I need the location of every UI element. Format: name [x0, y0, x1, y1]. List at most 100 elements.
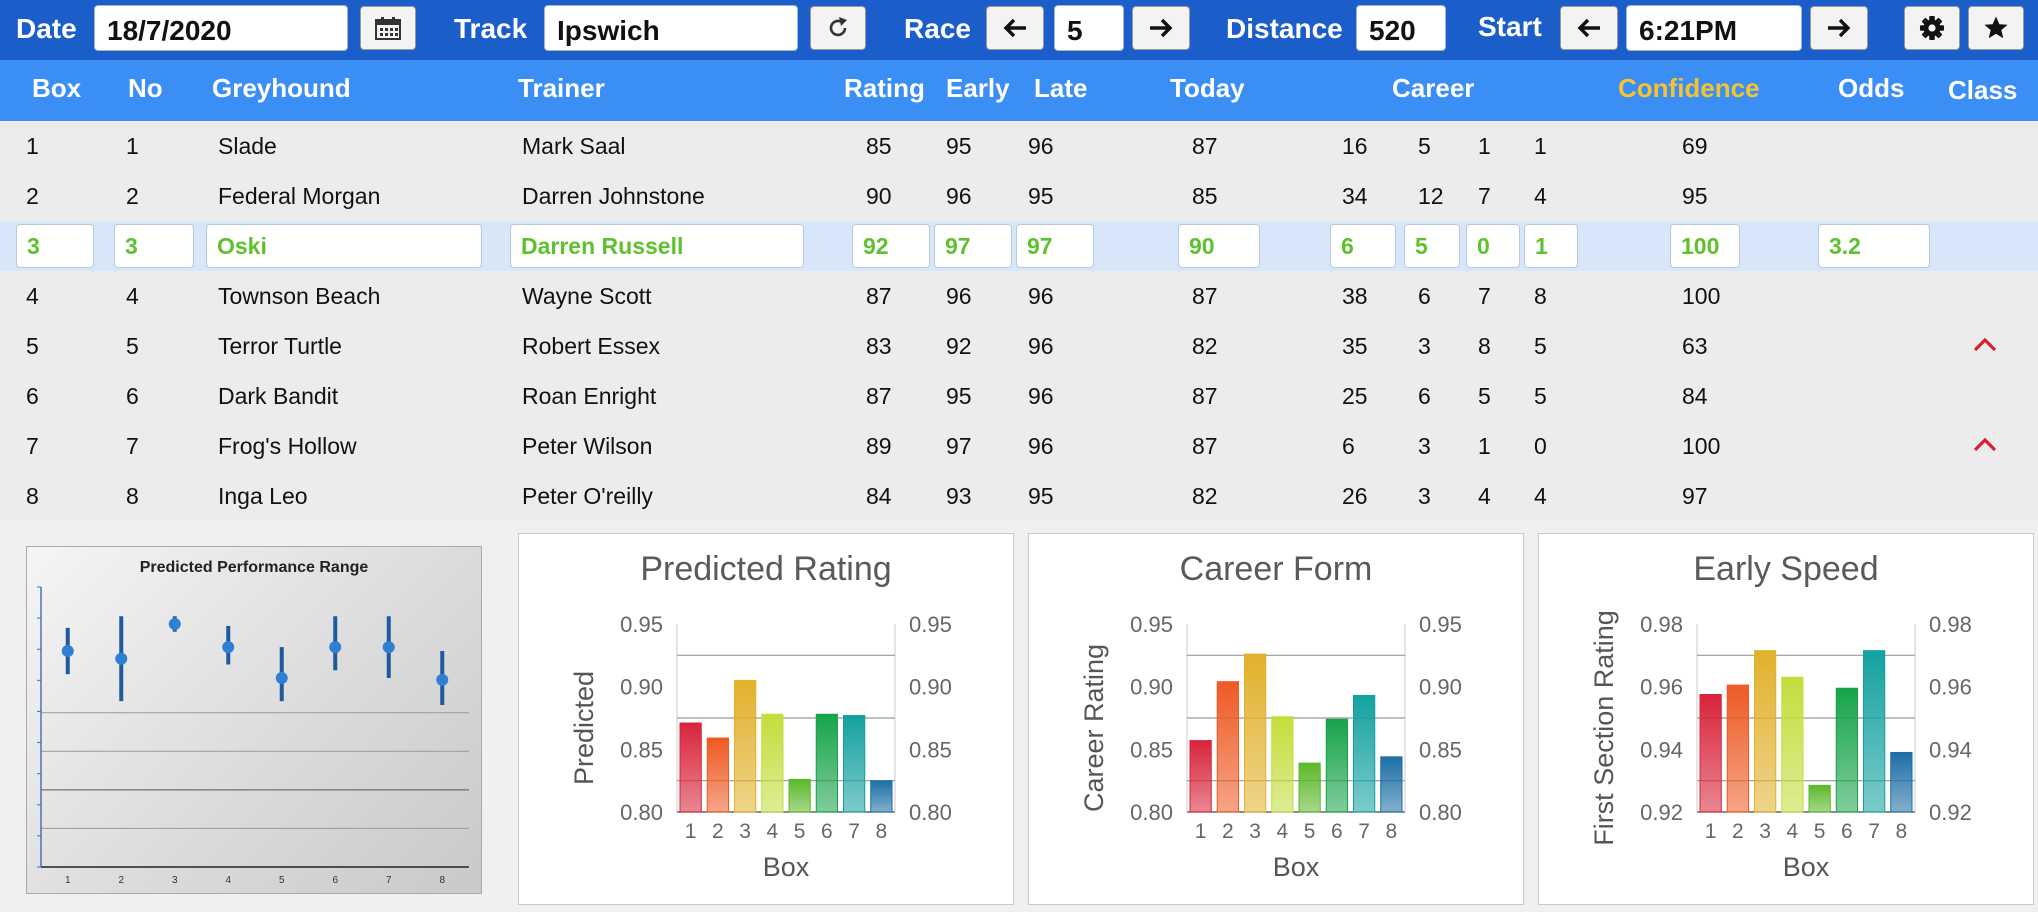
arrow-left-icon: [1003, 18, 1026, 38]
bar-box-1: [1189, 740, 1212, 813]
start-time-input[interactable]: 6:21PM: [1626, 5, 1802, 51]
cell-career-starts: 25: [1342, 383, 1368, 409]
bar-box-6: [1325, 718, 1349, 813]
range-point-box-4: [222, 641, 235, 654]
table-row[interactable]: 8 8 Inga Leo Peter O'reilly 84 93 95 82 26 3 4 4 97: [0, 471, 2038, 521]
favorite-button[interactable]: [1968, 6, 2024, 50]
x-tick-label: 2: [118, 875, 124, 886]
cell-trainer: Peter Wilson: [522, 433, 653, 459]
header-early[interactable]: Early: [946, 73, 1010, 103]
cell-late: 95: [1028, 183, 1054, 209]
cell-box[interactable]: 3: [16, 224, 94, 268]
race-prev-button[interactable]: [986, 6, 1044, 50]
arrow-left-icon: [1577, 18, 1600, 38]
bar-box-3: [1753, 650, 1777, 813]
table-row[interactable]: 7 7 Frog's Hollow Peter Wilson 89 97 96 87 6 3 1 0 1…: [0, 421, 2038, 471]
header-rating[interactable]: Rating: [844, 73, 925, 103]
cell-box: 8: [26, 483, 39, 509]
start-prev-button[interactable]: [1560, 6, 1618, 50]
calendar-button[interactable]: [360, 6, 416, 50]
cell-early: 95: [946, 383, 972, 409]
cell-career-thirds: 1: [1534, 133, 1547, 159]
table-row[interactable]: 1 1 Slade Mark Saal 85 95 96 87 16 5 1 1 69: [0, 121, 2038, 171]
header-greyhound[interactable]: Greyhound: [212, 73, 351, 103]
cell-career-wins[interactable]: 5: [1404, 224, 1460, 268]
header-late[interactable]: Late: [1034, 73, 1088, 103]
y-tick-label-right: 0.85: [909, 737, 952, 762]
cell-career-starts: 34: [1342, 183, 1368, 209]
table-header: Box No Greyhound Trainer Rating Early La…: [0, 60, 2038, 121]
range-point-box-8: [436, 673, 449, 686]
header-confidence[interactable]: Confidence: [1618, 73, 1760, 103]
cell-late: 96: [1028, 283, 1054, 309]
cell-confidence: 69: [1682, 133, 1708, 159]
cell-rating[interactable]: 92: [852, 224, 930, 268]
cell-trainer: Robert Essex: [522, 333, 661, 359]
cell-greyhound[interactable]: Oski: [206, 224, 482, 268]
y-tick-label-right: 0.95: [1419, 612, 1462, 637]
cell-box: 5: [26, 333, 39, 359]
y-tick-label: 0.96: [1640, 675, 1683, 700]
y-tick-label-right: 0.92: [1929, 800, 1972, 825]
cell-career-thirds: 5: [1534, 383, 1547, 409]
cell-no: 7: [126, 433, 139, 459]
cell-rating: 89: [866, 433, 892, 459]
settings-button[interactable]: [1904, 6, 1960, 50]
bar-box-3: [733, 679, 757, 813]
header-trainer[interactable]: Trainer: [518, 73, 605, 103]
race-next-button[interactable]: [1132, 6, 1190, 50]
x-tick-label: 1: [1705, 820, 1717, 843]
distance-input[interactable]: 520: [1356, 5, 1446, 51]
chart-title: Predicted Performance Range: [139, 559, 369, 576]
cell-late[interactable]: 97: [1016, 224, 1094, 268]
table-row[interactable]: 5 5 Terror Turtle Robert Essex 83 92 96 82 35 3 8 5…: [0, 321, 2038, 371]
x-tick-label: 3: [1249, 820, 1261, 843]
cell-rating: 85: [866, 133, 892, 159]
performance-range-chart: Predicted Performance Range 1 2 3 4 5 6 7 8: [26, 546, 482, 894]
bar-box-8: [1380, 756, 1403, 813]
header-odds[interactable]: Odds: [1838, 73, 1905, 103]
header-class[interactable]: Class: [1948, 75, 2018, 105]
cell-early: 95: [946, 133, 972, 159]
cell-career-thirds[interactable]: 1: [1524, 224, 1578, 268]
header-no[interactable]: No: [128, 73, 163, 103]
cell-odds[interactable]: 3.2: [1818, 224, 1930, 268]
y-tick-label: 0.85: [1130, 737, 1173, 762]
header-today[interactable]: Today: [1170, 73, 1245, 103]
table-row[interactable]: 3 3 Oski Darren Russell 92 97 97 90 6 5 0 1 100 3.2: [0, 221, 2038, 271]
date-input[interactable]: 18/7/2020: [94, 5, 348, 51]
race-input[interactable]: 5: [1054, 5, 1124, 51]
start-label: Start: [1478, 11, 1542, 42]
cell-career-starts: 6: [1342, 433, 1355, 459]
x-tick-label: 3: [1759, 820, 1771, 843]
table-row[interactable]: 2 2 Federal Morgan Darren Johnstone 90 96 95 85…: [0, 171, 2038, 221]
cell-no[interactable]: 3: [114, 224, 194, 268]
y-tick-label: 0.98: [1640, 612, 1683, 637]
cell-today[interactable]: 90: [1178, 224, 1260, 268]
cell-early[interactable]: 97: [934, 224, 1012, 268]
cell-career-seconds: 5: [1478, 383, 1491, 409]
y-tick-label-right: 0.80: [1419, 800, 1462, 825]
header-career[interactable]: Career: [1392, 73, 1475, 103]
cell-career-seconds[interactable]: 0: [1466, 224, 1520, 268]
cell-box: 6: [26, 383, 39, 409]
cell-confidence[interactable]: 100: [1670, 224, 1740, 268]
cell-career-thirds: 5: [1534, 333, 1547, 359]
refresh-button[interactable]: [810, 6, 866, 50]
table-row[interactable]: 4 4 Townson Beach Wayne Scott 87 96 96 87 38 6 7 8 1…: [0, 271, 2038, 321]
cell-trainer[interactable]: Darren Russell: [510, 224, 804, 268]
range-point-box-7: [382, 641, 395, 654]
start-next-button[interactable]: [1810, 6, 1868, 50]
cell-early: 96: [946, 183, 972, 209]
track-input[interactable]: Ipswich: [544, 5, 798, 51]
table-row[interactable]: 6 6 Dark Bandit Roan Enright 87 95 96 87 25 6 5 5 84: [0, 371, 2038, 421]
x-tick-label: 8: [439, 875, 445, 886]
x-tick-label: 6: [1331, 820, 1343, 843]
class-up-chevron-icon: [1973, 337, 1997, 352]
cell-confidence: 63: [1682, 333, 1708, 359]
cell-confidence: 95: [1682, 183, 1708, 209]
header-box[interactable]: Box: [32, 73, 82, 103]
cell-confidence: 100: [1682, 433, 1721, 459]
cell-career-starts[interactable]: 6: [1330, 224, 1396, 268]
bar-box-6: [815, 713, 839, 813]
